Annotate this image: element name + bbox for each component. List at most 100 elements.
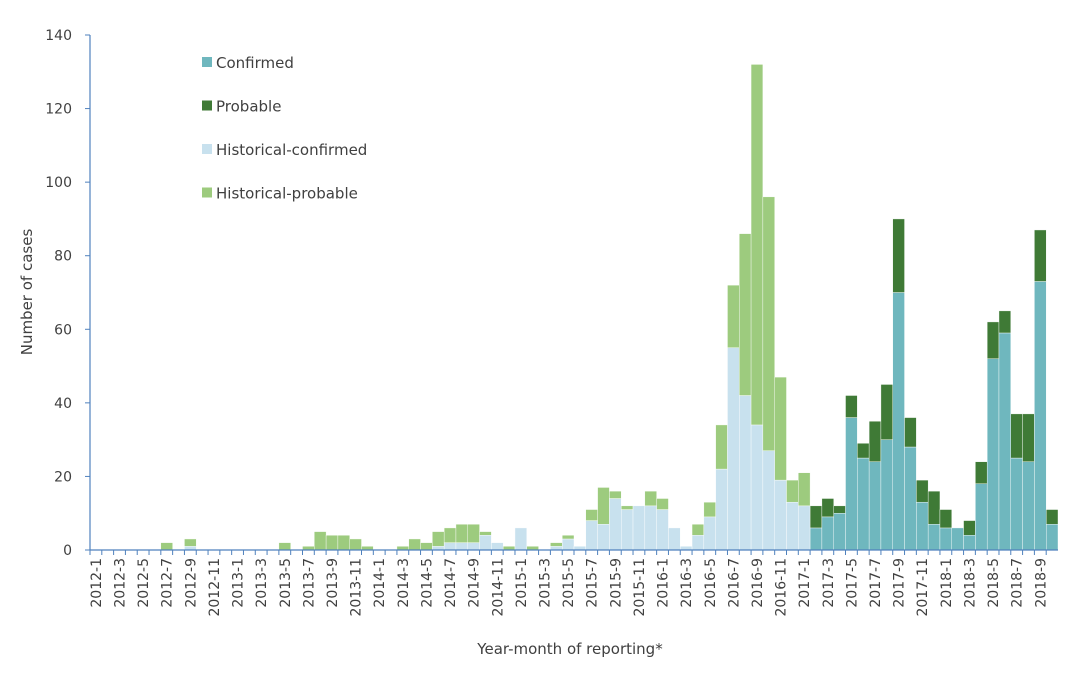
bar-segment (904, 446, 917, 551)
x-tick-label: 2013-9 (325, 558, 341, 608)
bar-segment (798, 505, 811, 551)
bar-segment (349, 538, 362, 551)
bar-segment (786, 501, 799, 551)
bar-segment (467, 542, 480, 551)
x-tick-label: 2012-9 (183, 558, 199, 608)
x-tick-label: 2017-9 (892, 558, 908, 608)
x-tick-label: 2014-11 (490, 558, 506, 617)
x-axis-title: Year-month of reporting* (476, 640, 663, 658)
bar-segment (963, 535, 976, 551)
bar-segment (998, 310, 1011, 334)
x-tick-label: 2015-11 (632, 558, 648, 617)
y-tick-label: 100 (45, 175, 72, 191)
x-tick-label: 2017-11 (915, 558, 931, 617)
x-tick-label: 2013-3 (254, 558, 270, 608)
x-tick-label: 2016-7 (726, 558, 742, 608)
bar-segment (550, 542, 563, 547)
bar-segment (632, 505, 646, 551)
x-tick-label: 2013-11 (349, 558, 365, 617)
bar-segment (1022, 461, 1035, 551)
y-tick-label: 60 (54, 322, 72, 338)
bar-segment (467, 524, 480, 543)
x-tick-label: 2012-7 (160, 558, 176, 608)
bar-segment (455, 524, 468, 543)
bar-segment (880, 384, 893, 440)
bar-segment (857, 443, 870, 459)
bar-segment (927, 490, 941, 525)
x-tick-label: 2018-1 (939, 558, 955, 608)
x-tick-label: 2012-3 (113, 558, 129, 608)
x-tick-label: 2016-9 (750, 558, 766, 608)
bar-segment (868, 461, 882, 551)
x-tick-label: 2018-3 (962, 558, 978, 608)
legend-label: Historical-probable (216, 185, 358, 203)
legend-label: Probable (216, 98, 281, 116)
x-tick-label: 2014-9 (467, 558, 483, 608)
x-tick-label: 2018-9 (1033, 558, 1049, 608)
bar-segment (975, 461, 988, 484)
x-tick-label: 2014-5 (419, 558, 435, 608)
bar-segment (420, 542, 433, 551)
bar-segment (644, 505, 657, 551)
bar-segment (857, 457, 870, 551)
bar-segment (1022, 413, 1035, 462)
x-tick-label: 2017-5 (844, 558, 860, 608)
legend-label: Confirmed (216, 54, 294, 72)
bar-segment (597, 487, 610, 525)
bar-segment (880, 439, 893, 551)
bar-segment (975, 483, 988, 551)
bar-segment (739, 395, 752, 551)
x-tick-label: 2014-1 (372, 558, 388, 608)
bar-segment (750, 424, 764, 551)
x-tick-label: 2015-9 (608, 558, 624, 608)
bar-segment (561, 535, 575, 540)
bar-segment (963, 520, 976, 536)
bar-segment (892, 292, 905, 551)
y-tick-label: 80 (54, 249, 72, 265)
bar-segment (443, 527, 457, 543)
bar-segment (337, 535, 350, 551)
bar-segment (597, 524, 610, 551)
bar-segment (715, 424, 728, 470)
x-tick-label: 2015-7 (585, 558, 601, 608)
x-tick-label: 2016-3 (679, 558, 695, 608)
bar-segment (986, 321, 1000, 359)
bar-segment (916, 479, 929, 503)
x-tick-label: 2014-7 (443, 558, 459, 608)
bar-segment (1010, 413, 1023, 459)
bar-segment (561, 538, 575, 551)
legend-swatch (202, 57, 212, 67)
bar-segment (750, 64, 764, 426)
bar-segment (1010, 457, 1023, 551)
bar-segment (432, 531, 445, 547)
bar-segment (691, 524, 705, 536)
y-axis-title: Number of cases (18, 229, 36, 356)
x-tick-label: 2016-11 (774, 558, 790, 617)
x-tick-label: 2018-7 (1010, 558, 1026, 608)
y-tick-label: 140 (45, 28, 72, 44)
bar-segment (774, 376, 787, 481)
x-tick-label: 2016-1 (656, 558, 672, 608)
bar-segment (833, 505, 846, 514)
bar-segment (621, 505, 634, 510)
bar-segment (1034, 281, 1047, 551)
bar-segment (927, 524, 941, 551)
x-tick-label: 2014-3 (396, 558, 412, 608)
bar-segment (986, 358, 1000, 551)
bar-segment (727, 347, 740, 551)
bar-segment (585, 509, 598, 521)
x-tick-label: 2012-11 (207, 558, 223, 617)
bar-segment (278, 542, 291, 551)
bar-segment (314, 531, 327, 551)
y-tick-label: 40 (54, 396, 72, 412)
x-tick-label: 2016-5 (703, 558, 719, 608)
bar-segment (325, 535, 339, 551)
bar-segment (621, 509, 634, 551)
bar-segment (739, 233, 752, 396)
y-tick-label: 20 (54, 469, 72, 485)
x-tick-label: 2015-1 (514, 558, 530, 608)
bar-segment (868, 421, 882, 462)
bar-segment (916, 501, 929, 551)
bar-segment (998, 332, 1011, 551)
bar-segment (455, 542, 468, 551)
